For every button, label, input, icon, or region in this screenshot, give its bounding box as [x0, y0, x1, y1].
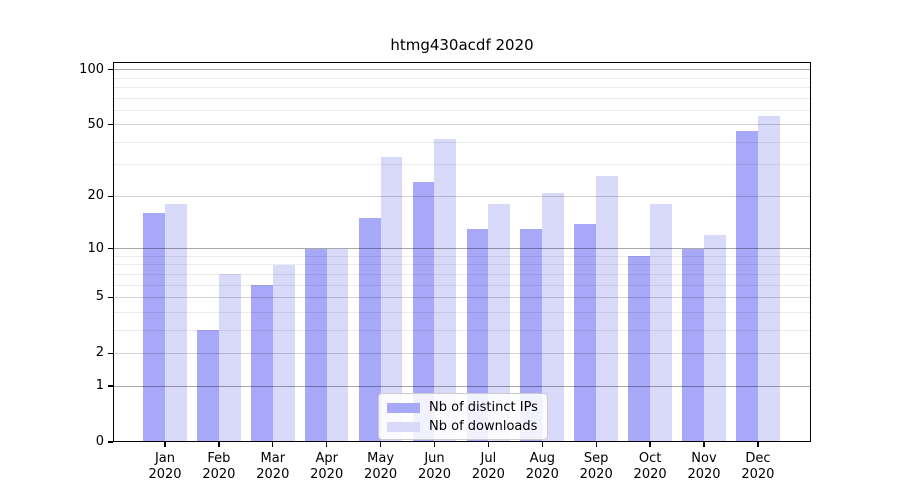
bar-nb-of-downloads-jul	[488, 204, 511, 442]
x-tick-label-oct: Oct 2020	[633, 451, 667, 482]
legend-label-distinct-ips: Nb of distinct IPs	[429, 400, 538, 415]
x-tick-label-jun: Jun 2020	[417, 451, 452, 482]
x-tick-mark-jul	[487, 442, 490, 447]
legend-item-downloads: Nb of downloads	[387, 419, 538, 434]
y-tick-label-1: 1	[95, 378, 104, 394]
y-tick-label-0: 0	[95, 434, 104, 449]
gridline-70	[113, 97, 811, 99]
gridline-10	[113, 248, 811, 250]
y-tick-label-20: 20	[87, 188, 104, 204]
gridline-60	[113, 109, 811, 111]
y-tick-label-100: 100	[79, 61, 104, 77]
y-tick-label-10: 10	[87, 240, 104, 256]
bar-nb-of-downloads-aug	[542, 192, 565, 442]
bar-nb-of-distinct-ips-apr	[304, 248, 327, 442]
bar-nb-of-distinct-ips-sep	[574, 223, 597, 442]
x-tick-label-nov: Nov 2020	[687, 451, 721, 482]
gridline-40	[113, 141, 811, 143]
x-tick-mark-may	[379, 442, 382, 447]
bar-nb-of-distinct-ips-mar	[251, 285, 273, 442]
x-tick-mark-dec	[757, 442, 759, 447]
gridline-5	[113, 296, 811, 298]
y-tick-label-2: 2	[95, 345, 104, 361]
bar-nb-of-downloads-sep	[596, 176, 618, 442]
x-tick-mark-sep	[595, 442, 597, 447]
x-tick-mark-aug	[541, 442, 543, 447]
gridline-1	[113, 385, 811, 387]
bar-nb-of-downloads-jan	[165, 204, 187, 442]
x-tick-mark-jun	[433, 442, 436, 447]
chart-title: htmg430acdf 2020	[390, 36, 534, 54]
x-tick-label-aug: Aug 2020	[525, 451, 559, 482]
x-tick-label-apr: Apr 2020	[310, 451, 344, 482]
bar-nb-of-downloads-dec	[757, 115, 780, 442]
x-tick-mark-feb	[218, 442, 220, 447]
gridline-9	[113, 255, 811, 257]
x-tick-mark-apr	[326, 442, 328, 447]
bar-nb-of-distinct-ips-oct	[628, 256, 651, 442]
bar-nb-of-downloads-oct	[650, 204, 672, 442]
bar-nb-of-distinct-ips-may	[358, 218, 381, 442]
y-tick-label-50: 50	[87, 116, 104, 132]
x-tick-mark-mar	[272, 442, 274, 447]
x-tick-label-feb: Feb 2020	[202, 451, 236, 482]
gridline-2	[113, 352, 811, 354]
gridline-80	[113, 86, 811, 88]
bar-nb-of-downloads-nov	[703, 235, 726, 442]
bar-nb-of-distinct-ips-jan	[143, 213, 165, 442]
y-tick-label-5: 5	[95, 289, 104, 305]
x-tick-label-sep: Sep 2020	[579, 451, 613, 482]
bar-nb-of-downloads-jun	[434, 138, 457, 442]
gridline-20	[113, 195, 811, 197]
bar-nb-of-distinct-ips-jun	[412, 182, 435, 442]
legend-swatch-downloads	[387, 421, 420, 432]
gridline-90	[113, 77, 811, 79]
bar-nb-of-distinct-ips-jul	[466, 229, 489, 442]
x-tick-mark-oct	[649, 442, 651, 447]
gridline-100	[113, 69, 811, 71]
x-tick-label-dec: Dec 2020	[741, 451, 775, 482]
bar-nb-of-downloads-feb	[218, 274, 241, 442]
bar-nb-of-downloads-mar	[272, 264, 295, 442]
gridline-6	[113, 284, 811, 286]
bar-nb-of-downloads-may	[380, 157, 403, 442]
grid-layer	[113, 62, 811, 442]
gridline-8	[113, 264, 811, 266]
x-tick-label-mar: Mar 2020	[256, 451, 290, 482]
gridline-50	[113, 124, 811, 126]
bar-nb-of-distinct-ips-feb	[197, 330, 219, 442]
x-tick-label-jul: Jul 2020	[471, 451, 505, 482]
x-tick-label-jan: Jan 2020	[148, 451, 182, 482]
gridline-7	[113, 273, 811, 275]
bar-nb-of-distinct-ips-nov	[682, 248, 704, 442]
x-tick-label-may: May 2020	[364, 451, 398, 482]
bar-nb-of-distinct-ips-aug	[520, 229, 543, 442]
gridline-4	[113, 311, 811, 313]
legend-swatch-distinct-ips	[387, 402, 420, 413]
x-tick-mark-jan	[164, 442, 166, 447]
bar-nb-of-distinct-ips-dec	[736, 131, 758, 442]
legend: Nb of distinct IPs Nb of downloads	[378, 393, 548, 440]
legend-label-downloads: Nb of downloads	[429, 419, 538, 434]
plot-area: Nb of distinct IPs Nb of downloads	[113, 62, 811, 442]
bars-layer	[113, 62, 811, 442]
gridline-3	[113, 329, 811, 331]
bar-nb-of-downloads-apr	[326, 248, 349, 442]
gridline-30	[113, 164, 811, 166]
x-tick-mark-nov	[703, 442, 705, 447]
legend-item-distinct-ips: Nb of distinct IPs	[387, 400, 538, 415]
